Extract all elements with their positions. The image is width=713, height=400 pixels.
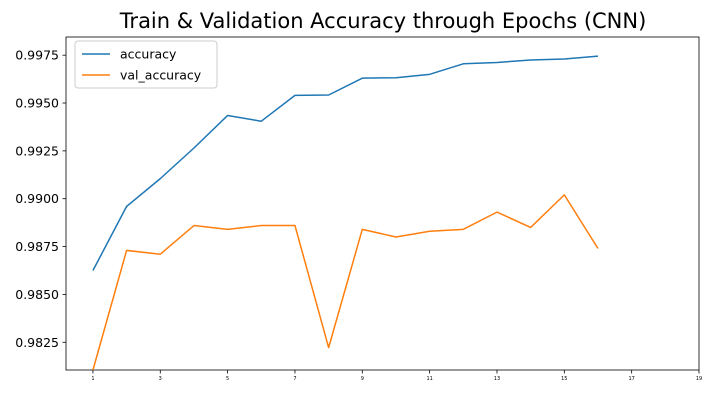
x-tick-label: 11: [426, 376, 432, 382]
x-tick-label: 7: [293, 376, 296, 382]
x-tick-label: 17: [628, 376, 634, 382]
chart-title: Train & Validation Accuracy through Epoc…: [119, 9, 647, 33]
plot-frame: [65, 36, 700, 371]
y-tick-label: 0.9875: [15, 239, 59, 254]
x-axis: 1 3 5 7 9 11 13 15 17 19: [91, 370, 702, 382]
legend-label: val_accuracy: [120, 68, 202, 83]
x-tick-label: 5: [226, 376, 229, 382]
series-layer: [92, 55, 599, 371]
legend: accuracy val_accuracy: [74, 40, 218, 89]
y-tick-label: 0.9825: [15, 335, 59, 350]
legend-label: accuracy: [120, 47, 177, 62]
legend-box: [74, 40, 218, 89]
x-tick-label: 15: [561, 376, 567, 382]
x-tick-label: 13: [494, 376, 500, 382]
y-tick-label: 0.9925: [15, 143, 59, 158]
x-tick-label: 3: [159, 376, 162, 382]
x-tick-label: 1: [91, 376, 94, 382]
plot-area: [65, 36, 700, 371]
x-tick-label: 19: [696, 376, 702, 382]
y-tick-label: 0.9850: [15, 287, 59, 302]
x-tick-label: 9: [361, 376, 364, 382]
y-axis: 0.9825 0.9850 0.9875 0.9900 0.9925 0.9950 0.99…: [15, 48, 66, 350]
y-tick-label: 0.9975: [15, 48, 59, 63]
series-line-accuracy: [92, 55, 599, 271]
series-line-val-accuracy: [92, 194, 599, 371]
y-tick-label: 0.9950: [15, 96, 59, 111]
y-tick-label: 0.9900: [15, 191, 59, 206]
